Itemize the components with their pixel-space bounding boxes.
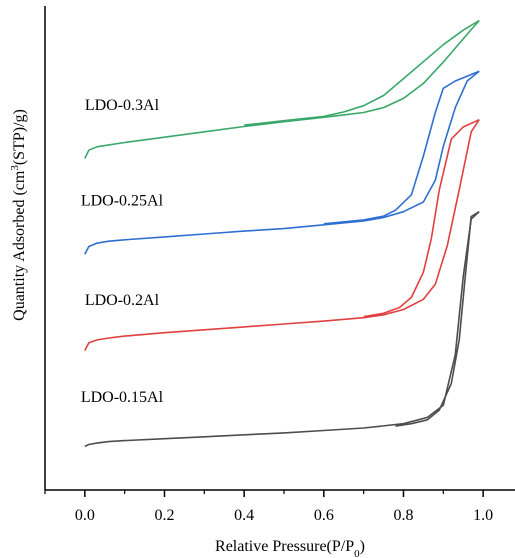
plot-frame	[44, 6, 515, 491]
x-tick-label: 0.8	[393, 507, 413, 524]
series-line-ldo-0-25al-desorption	[323, 70, 480, 225]
x-tick-label: 0.0	[75, 507, 95, 524]
x-axis-title-sub: 0	[354, 548, 360, 558]
series-line-ldo-0-3al-desorption	[244, 19, 480, 126]
y-axis-title-sup: 3	[9, 165, 21, 171]
y-axis-title-pre: Quantity Adsorbed (cm	[11, 170, 28, 321]
x-tick-label: 0.6	[314, 507, 334, 524]
x-axis-title: Relative Pressure(P/P0)	[215, 538, 365, 558]
y-axis-title-post: (STP)/g)	[11, 109, 28, 165]
series-line-ldo-0-15al-adsorption	[84, 211, 480, 448]
curves	[84, 19, 480, 448]
series-line-ldo-0-3al-adsorption	[84, 19, 480, 159]
y-axis-title: Quantity Adsorbed (cm3(STP)/g)	[9, 109, 28, 321]
series-label: LDO-0.2Al	[85, 292, 160, 309]
series-line-ldo-0-15al-desorption	[395, 211, 480, 427]
x-axis-ticks: 0.0 0.2 0.4 0.6 0.8 1.0	[44, 490, 493, 524]
series-labels: LDO-0.3Al LDO-0.25Al LDO-0.2Al LDO-0.15Al	[81, 97, 164, 406]
x-tick-label: 0.2	[154, 507, 174, 524]
series-label: LDO-0.3Al	[85, 97, 160, 114]
series-line-ldo-0-2al-adsorption	[84, 119, 480, 351]
x-axis-title-main: Relative Pressure(P/P	[215, 538, 354, 555]
series-line-ldo-0-2al-desorption	[363, 118, 480, 318]
series-label: LDO-0.15Al	[81, 389, 164, 406]
x-tick-label: 0.4	[234, 507, 254, 524]
x-axis-title-end: )	[360, 538, 365, 555]
series-line-ldo-0-25al-adsorption	[84, 70, 480, 255]
x-tick-label: 1.0	[473, 507, 493, 524]
series-label: LDO-0.25Al	[81, 192, 164, 209]
